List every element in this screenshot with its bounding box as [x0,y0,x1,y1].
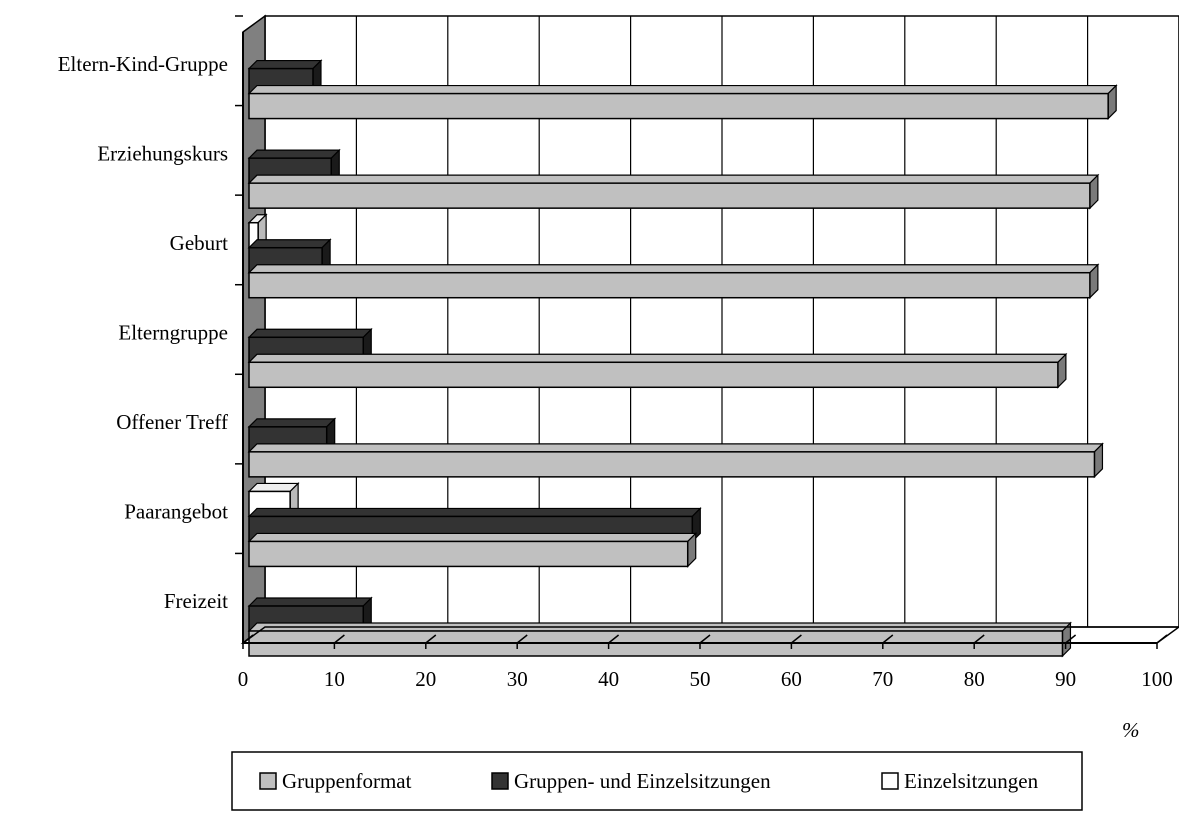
bar-0-5-front [248,182,1091,209]
x-tick-label: 90 [1055,667,1076,691]
x-tick-depth [425,634,437,644]
x-tick-depth [1156,634,1168,644]
legend-item: Einzelsitzungen [881,769,1039,793]
bar-1-1-top [247,507,702,518]
legend-swatch [491,772,509,790]
bar-0-0 [247,621,1072,658]
x-tick-label: 60 [781,667,802,691]
x-tick-depth [790,634,802,644]
x-tick-depth [608,634,620,644]
x-tick-depth [699,634,711,644]
bar-0-3 [247,352,1068,389]
bar-1-2-top [247,418,337,428]
bar-0-2-top [247,443,1104,453]
category-label: Elterngruppe [118,321,228,345]
legend-swatch [259,772,277,790]
bar-0-1-top [247,532,698,543]
legend: Gruppenformat Gruppen- und Einzelsitzunge… [231,751,1083,811]
category-label: Erziehungskurs [97,141,228,165]
legend-box [231,751,1083,811]
x-tick-label: 70 [872,667,893,691]
legend-label: Gruppen- und Einzelsitzungen [514,769,771,793]
bar-0-4-front [248,271,1091,299]
category-label: Eltern-Kind-Gruppe [58,52,228,76]
legend-label: Gruppenformat [282,769,412,793]
bar-0-5 [247,173,1100,210]
bar-1-4-top [247,239,332,249]
x-tick-label: 20 [415,667,436,691]
x-tick-label: 0 [238,667,249,691]
legend-label: Einzelsitzungen [904,769,1039,793]
category-label: Freizeit [164,589,228,613]
category-label: Offener Treff [116,410,228,434]
x-tick-depth [1065,634,1077,644]
bar-0-3-front [248,361,1059,389]
x-tick-label: 100 [1141,667,1173,691]
bar-0-5-top [247,174,1100,184]
bar-0-2-front [248,451,1096,478]
bar-0-4-top [247,264,1100,274]
x-tick-label: 50 [690,667,711,691]
bar-1-0-top [247,597,373,607]
bar-0-6-front [248,92,1109,120]
category-label: Paarangebot [124,500,228,524]
x-tick-labels: 0 10 20 30 40 50 60 70 80 90 100 [238,667,1173,691]
x-tick-depth [333,634,345,644]
bar-0-1 [247,531,698,568]
bar-0-6 [247,84,1118,121]
bar-1-6-top [247,59,323,70]
x-tick-label: 80 [964,667,985,691]
category-labels: Freizeit Paarangebot Offener Treff Elterngr… [58,52,228,613]
category-label: Geburt [170,231,228,255]
bar-0-1-front [248,540,689,568]
bar-0-3-top [247,353,1068,363]
legend-item: Gruppenformat [259,769,412,793]
axes [235,15,1179,649]
x-tick-label: 10 [324,667,345,691]
x-tick-depth [882,634,894,644]
bar-0-6-top [247,84,1118,95]
legend-swatch [881,772,899,790]
x-tick-depth [516,634,528,644]
bar-1-3-top [247,328,373,338]
x-tick-depth [973,634,985,644]
x-tick-label: 30 [507,667,528,691]
x-unit-label: % [1122,718,1140,742]
x-tick-label: 40 [598,667,619,691]
x-tick-depth [242,634,254,644]
bar-0-2 [247,442,1104,479]
legend-item: Gruppen- und Einzelsitzungen [491,769,771,793]
bar-1-5-top [247,149,341,159]
bar-0-4 [247,263,1100,300]
